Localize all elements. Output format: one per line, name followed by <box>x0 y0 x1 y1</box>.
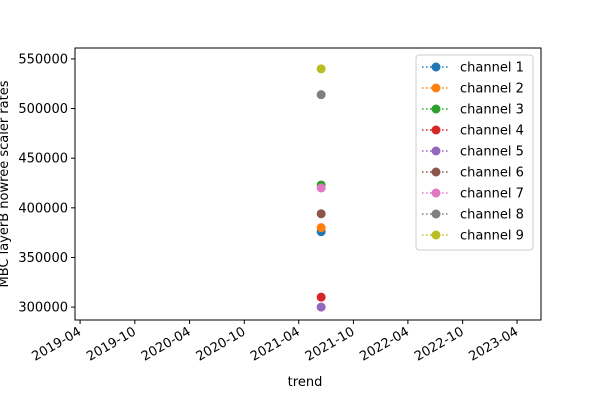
x-tick-label: 2019-10 <box>84 324 139 364</box>
legend-marker <box>431 209 441 219</box>
point-channel-4 <box>316 292 326 302</box>
plot-frame <box>74 47 542 321</box>
legend-box <box>415 54 534 251</box>
x-tick-label: 2020-04 <box>139 324 194 364</box>
data-points <box>316 64 326 312</box>
legend-label: channel 6 <box>460 166 524 181</box>
point-channel-7 <box>316 183 326 193</box>
y-tick-label: 450000 <box>18 152 68 167</box>
legend-marker <box>431 83 441 93</box>
legend-marker <box>431 167 441 177</box>
point-channel-2 <box>316 223 326 233</box>
x-tick-label: 2022-04 <box>357 324 412 364</box>
legend-label: channel 8 <box>460 208 524 223</box>
y-tick-label: 300000 <box>18 301 68 316</box>
legend-label: channel 9 <box>460 229 524 244</box>
y-tick-label: 400000 <box>18 201 68 216</box>
legend-label: channel 7 <box>460 187 524 202</box>
x-tick-label: 2022-10 <box>412 324 467 364</box>
point-channel-6 <box>316 209 326 219</box>
legend-marker <box>431 104 441 114</box>
legend-label: channel 4 <box>460 124 524 139</box>
legend-marker <box>431 188 441 198</box>
y-axis: 300000 350000 400000 450000 500000 550000 <box>18 52 75 316</box>
y-tick-label: 500000 <box>18 102 68 117</box>
legend-marker <box>431 125 441 135</box>
legend-marker <box>431 62 441 72</box>
legend: channel 1 channel 2 channel 3 channel 4 chan… <box>415 54 534 251</box>
legend-label: channel 1 <box>460 61 524 76</box>
x-axis: 2019-04 2019-10 2020-04 2020-10 2021-04 2021-… <box>30 320 522 365</box>
point-channel-8 <box>316 90 326 100</box>
point-channel-9 <box>316 64 326 74</box>
y-axis-label: MBC layerB nowree scaler rates <box>0 80 12 287</box>
x-axis-label: trend <box>288 375 323 390</box>
x-tick-label: 2019-04 <box>30 324 85 364</box>
legend-marker <box>431 230 441 240</box>
x-tick-label: 2021-10 <box>303 324 358 364</box>
legend-marker <box>431 146 441 156</box>
y-tick-label: 550000 <box>18 52 68 67</box>
x-tick-label: 2023-04 <box>467 324 522 364</box>
x-tick-label: 2021-04 <box>248 324 303 364</box>
legend-label: channel 3 <box>460 103 524 118</box>
x-tick-label: 2020-10 <box>194 324 249 364</box>
point-channel-5 <box>316 302 326 312</box>
legend-label: channel 5 <box>460 145 524 160</box>
y-tick-label: 350000 <box>18 251 68 266</box>
legend-label: channel 2 <box>460 82 524 97</box>
